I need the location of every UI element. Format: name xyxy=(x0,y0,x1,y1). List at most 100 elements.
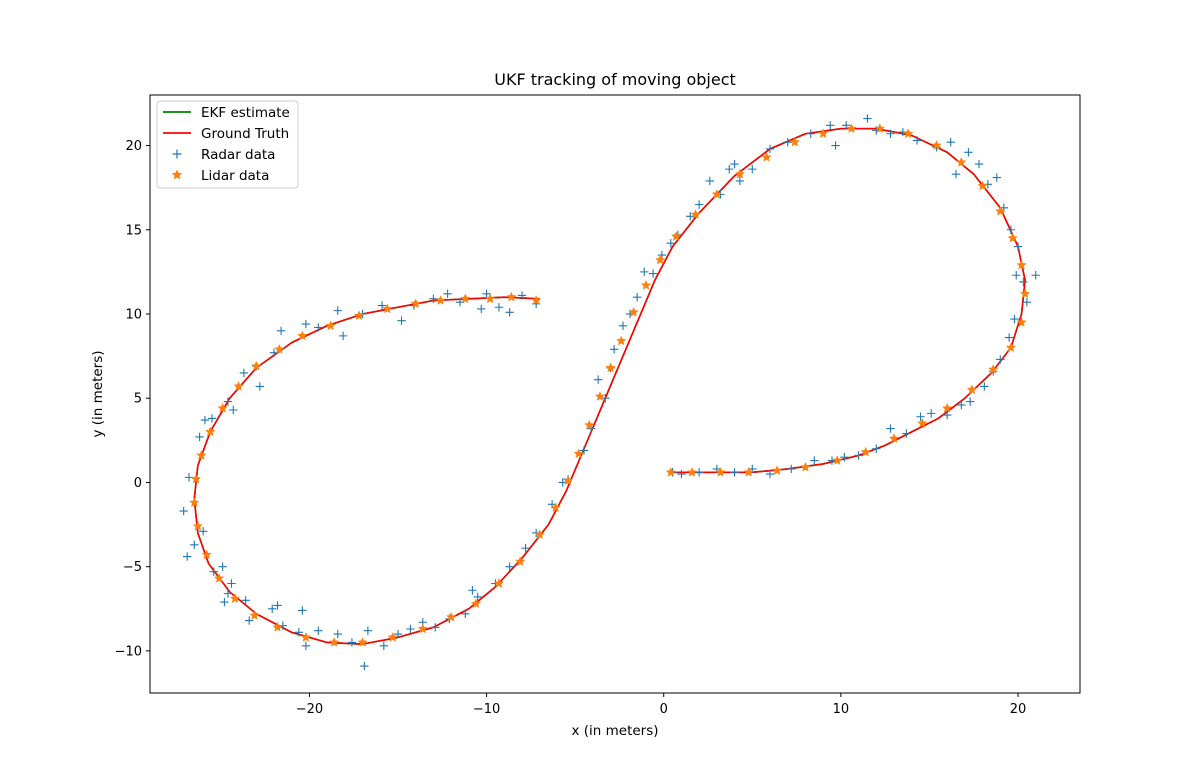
legend: EKF estimate Ground Truth Radar data Lidar … xyxy=(156,100,299,189)
radar-point xyxy=(1010,314,1019,324)
radar-point xyxy=(379,641,389,651)
radar-point xyxy=(841,121,851,130)
lidar-point xyxy=(670,231,682,241)
lidar-point xyxy=(789,136,800,147)
radar-point xyxy=(964,148,973,157)
lidar-point xyxy=(605,362,616,373)
lidar-point xyxy=(734,168,746,179)
legend-item-radar-data: Radar data xyxy=(172,147,275,163)
radar-point xyxy=(393,629,403,639)
lidar-point xyxy=(460,293,471,304)
radar-point xyxy=(245,616,254,625)
radar-point xyxy=(974,159,984,169)
radar-point xyxy=(748,164,757,174)
radar-point xyxy=(1031,271,1040,280)
radar-point xyxy=(338,331,348,341)
lidar-point xyxy=(594,391,606,401)
radar-point xyxy=(223,397,233,406)
lidar-point xyxy=(1019,288,1031,299)
radar-point xyxy=(657,250,667,260)
lidar-point xyxy=(217,402,228,413)
radar-point xyxy=(241,596,250,605)
radar-point xyxy=(579,446,589,455)
radar-point xyxy=(239,368,249,378)
radar-point xyxy=(431,623,440,632)
radar-point xyxy=(209,567,218,576)
lidar-point xyxy=(917,418,928,428)
radar-point xyxy=(301,319,311,329)
lidar-point xyxy=(534,529,545,540)
lidar-point xyxy=(196,450,207,460)
lidar-point xyxy=(251,360,262,371)
radar-point xyxy=(179,506,188,516)
radar-point xyxy=(294,628,303,637)
lidar-point xyxy=(550,502,561,513)
x-axis: −20 −10 0 10 20 xyxy=(296,693,1026,717)
lidar-point xyxy=(189,497,200,508)
lidar-point xyxy=(628,306,639,317)
radar-point xyxy=(765,469,775,479)
lidar-point xyxy=(761,151,772,162)
y-tick-label: 5 xyxy=(134,392,142,407)
lidar-point xyxy=(743,466,754,477)
lidar-point xyxy=(410,298,421,309)
radar-point xyxy=(218,562,227,571)
radar-point xyxy=(705,176,714,186)
radar-point xyxy=(443,289,452,298)
radar-point xyxy=(333,306,342,315)
legend-label: Ground Truth xyxy=(201,126,289,142)
radar-point xyxy=(200,415,210,425)
legend-item-lidar-data: Lidar data xyxy=(171,168,269,184)
y-tick-label: −5 xyxy=(123,560,142,575)
radar-point xyxy=(677,469,686,479)
radar-point xyxy=(854,451,863,460)
radar-point xyxy=(397,316,406,325)
lidar-point xyxy=(817,128,829,139)
lidar-point xyxy=(686,466,698,477)
radar-point xyxy=(787,464,796,474)
radar-point xyxy=(957,400,966,410)
ground-truth-line xyxy=(193,127,1026,645)
y-tick-label: 10 xyxy=(125,307,142,322)
radar-point xyxy=(1006,225,1016,234)
radar-point xyxy=(730,468,739,477)
lidar-point xyxy=(470,598,482,609)
y-axis: −10 −5 0 5 10 15 20 xyxy=(115,139,150,659)
radar-point xyxy=(916,412,925,421)
radar-point xyxy=(505,308,514,317)
radar-point xyxy=(886,129,895,138)
lidar-point xyxy=(800,461,811,472)
radar-point xyxy=(886,424,895,433)
radar-point xyxy=(725,164,734,174)
radar-point xyxy=(694,200,704,209)
legend-item-ground-truth: Ground Truth xyxy=(163,126,289,142)
radar-point xyxy=(195,432,204,442)
lidar-point xyxy=(995,205,1006,216)
radar-point xyxy=(521,543,530,553)
radar-point xyxy=(1004,333,1014,342)
legend-label: Radar data xyxy=(201,147,275,163)
radar-point xyxy=(872,444,881,453)
radar-point xyxy=(826,121,835,130)
radar-point xyxy=(298,606,307,615)
radar-point xyxy=(377,301,387,310)
legend-label: Lidar data xyxy=(201,168,269,184)
radar-point xyxy=(730,159,739,169)
lidar-point xyxy=(902,128,914,139)
radar-point xyxy=(1022,297,1032,307)
lidar-point xyxy=(584,419,595,430)
radar-point xyxy=(980,382,989,391)
lidar-point xyxy=(665,466,676,477)
lidar-point xyxy=(274,343,285,354)
radar-point xyxy=(863,114,872,123)
radar-point xyxy=(220,597,229,607)
lidar-point xyxy=(654,254,666,265)
radar-point xyxy=(333,629,342,639)
lidar-point xyxy=(213,572,225,583)
radar-point xyxy=(618,321,628,330)
radar-point xyxy=(912,136,922,145)
lidar-point xyxy=(640,279,652,290)
radar-point xyxy=(190,540,199,549)
y-tick-label: −10 xyxy=(115,644,142,659)
radar-point xyxy=(268,604,277,613)
